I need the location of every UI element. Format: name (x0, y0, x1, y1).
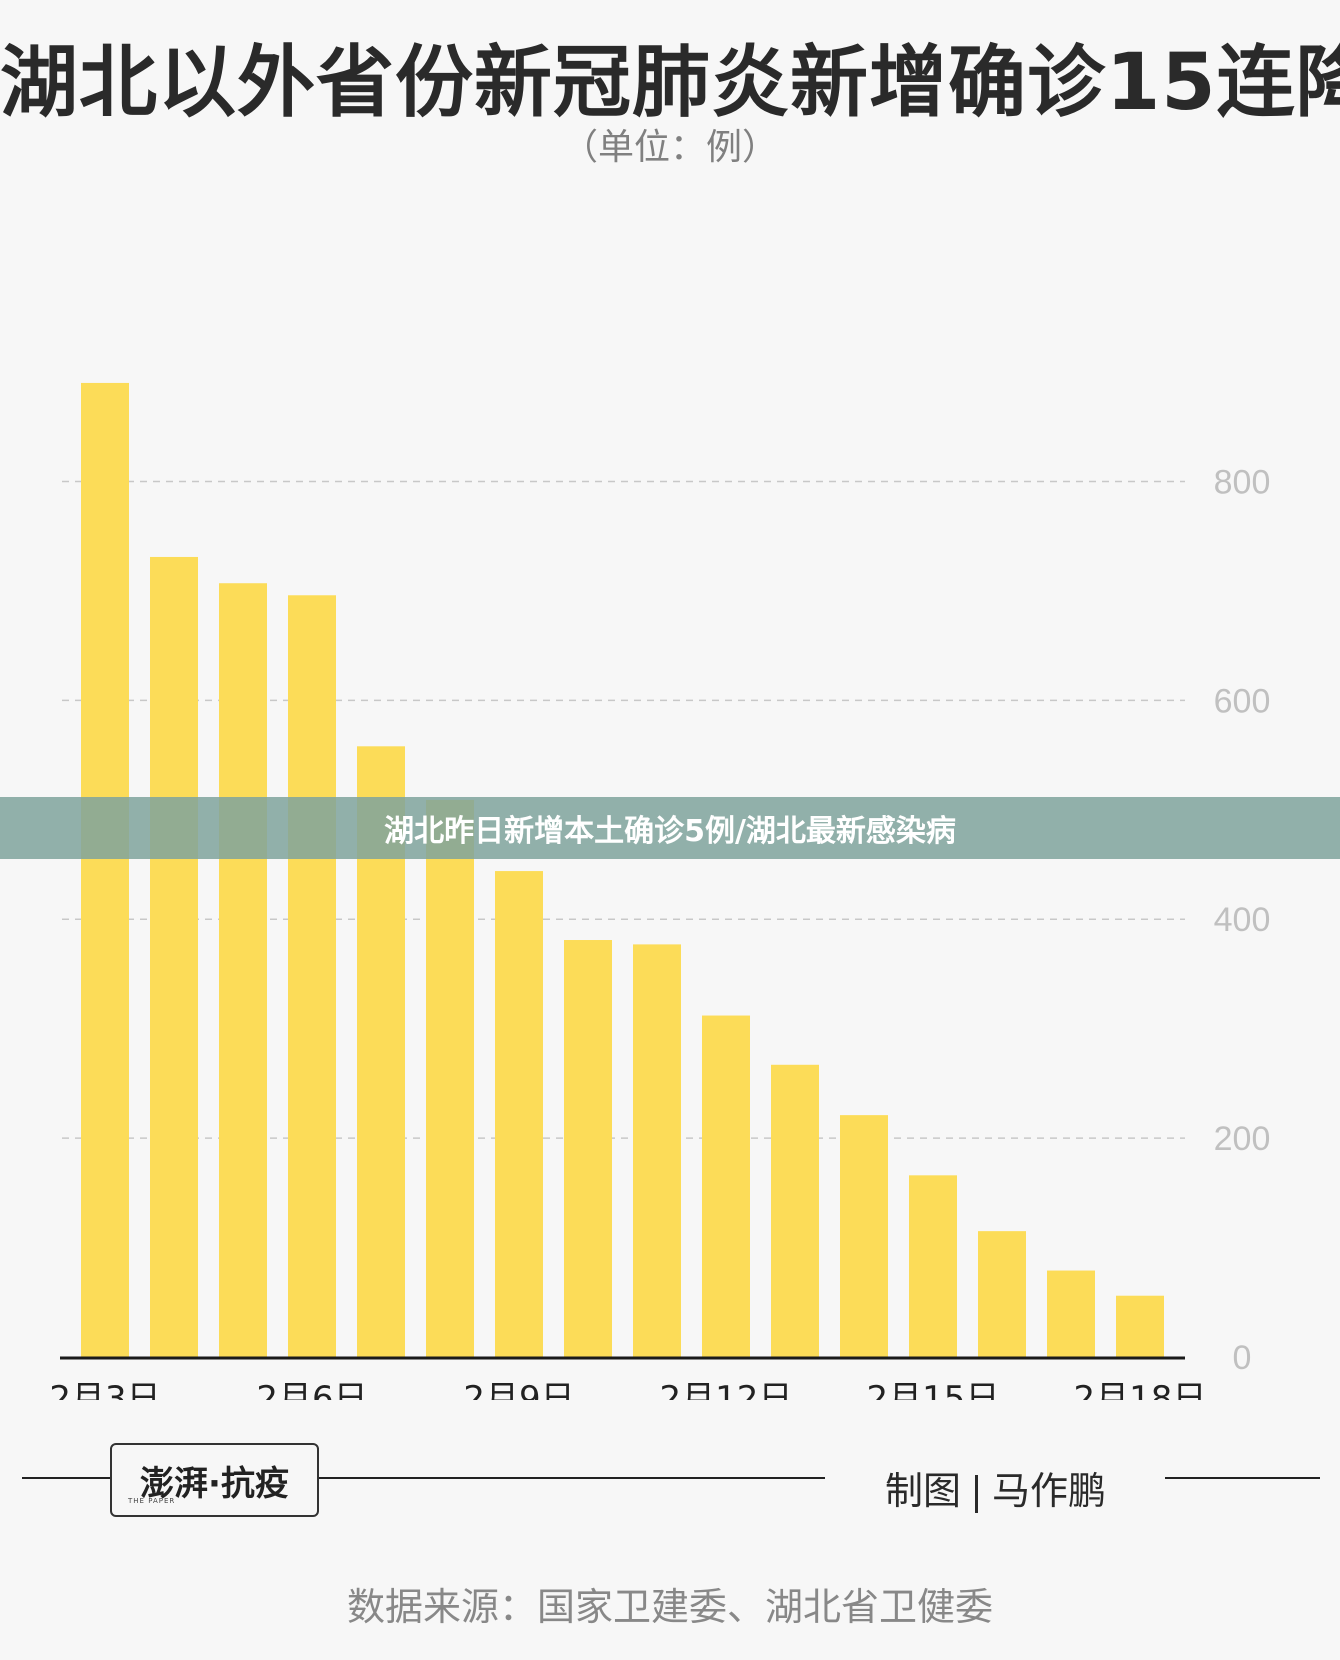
y-tick-label: 400 (1214, 901, 1271, 939)
bar (840, 1115, 888, 1357)
data-source: 数据来源：国家卫建委、湖北省卫健委 (346, 1585, 993, 1629)
bar (1116, 1295, 1164, 1357)
bar (564, 940, 612, 1357)
footer-rule-middle (315, 1477, 825, 1479)
bar (702, 1015, 750, 1357)
y-tick-label: 0 (1233, 1339, 1252, 1377)
logo-name: 澎湃 (140, 1463, 209, 1504)
bar (288, 595, 336, 1357)
credit-author: 马作鹏 (992, 1469, 1107, 1513)
footer-rule-left (22, 1477, 110, 1479)
bar (909, 1175, 957, 1357)
x-tick-label: 2月18日 (1074, 1379, 1207, 1400)
y-tick-label: 200 (1214, 1120, 1271, 1158)
bar (771, 1064, 819, 1357)
x-tick-label: 2月15日 (867, 1379, 1000, 1400)
credit-divider (975, 1474, 979, 1513)
y-tick-label: 800 (1214, 463, 1271, 501)
bar (81, 382, 129, 1357)
banner-text[interactable]: 湖北昨日新增本土确诊5例/湖北最新感染病 (384, 814, 956, 849)
logo-tag: ·抗疫 (208, 1463, 289, 1504)
bar (1047, 1270, 1095, 1357)
x-tick-label: 2月9日 (463, 1379, 574, 1400)
credit-label: 制图 (885, 1469, 962, 1513)
gridlines: 0 200 400 600 800 (62, 463, 1270, 1377)
y-tick-label: 600 (1214, 682, 1271, 720)
x-tick-label: 2月3日 (49, 1379, 160, 1400)
bar (633, 944, 681, 1357)
bar (426, 799, 474, 1357)
overlay-banner[interactable]: 湖北昨日新增本土确诊5例/湖北最新感染病 (0, 797, 1340, 859)
bars (81, 382, 1164, 1357)
chart-title: 湖北以外省份新冠肺炎新增确诊15连降 (0, 38, 1340, 128)
bar (978, 1231, 1026, 1357)
x-tick-label: 2月6日 (256, 1379, 367, 1400)
publisher-logo: 澎湃 ·抗疫 THE PAPER (110, 1443, 319, 1517)
footer-rule-right (1165, 1477, 1320, 1479)
x-tick-label: 2月12日 (660, 1379, 793, 1400)
bar (150, 556, 198, 1357)
bar-chart: 0 200 400 600 800 2月3日 2月6日 2月9日 2月12日 2月15日 2月18… (49, 382, 1270, 1400)
bar (495, 871, 543, 1357)
axes: 2月3日 2月6日 2月9日 2月12日 2月15日 2月18日 (49, 1356, 1207, 1400)
bar (219, 583, 267, 1357)
chart-subtitle: （单位：例） (561, 127, 778, 168)
logo-subtext: THE PAPER (128, 1497, 176, 1505)
chart-credit: 制图 马作鹏 (875, 1460, 1117, 1515)
